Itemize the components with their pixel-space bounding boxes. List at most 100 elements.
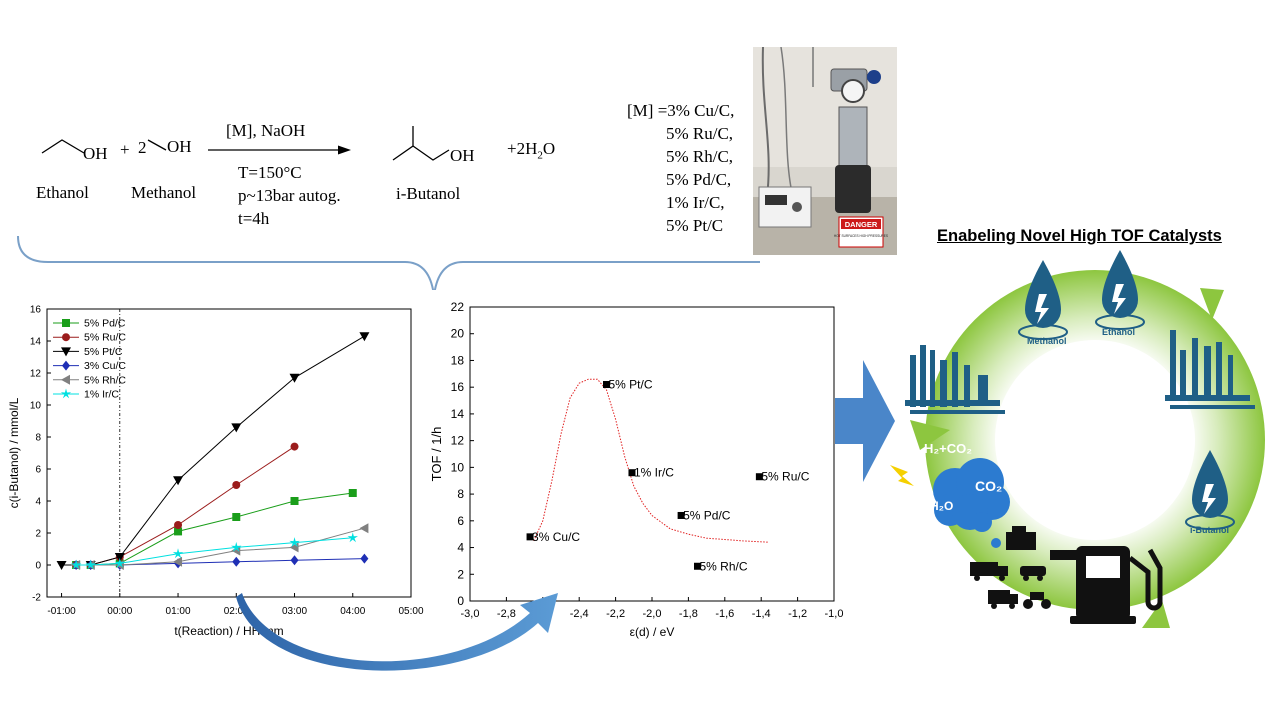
- cycle-diagram: Methanol Ethanol i-Butanol H₂+CO₂ CO₂ H₂…: [890, 250, 1265, 628]
- y-tick-label: 2: [35, 529, 41, 540]
- x-tick-label: -1,2: [788, 608, 807, 620]
- point-5% Ru/C: 5% Ru/C: [755, 470, 810, 484]
- methanol-coefficient: 2: [138, 138, 147, 157]
- ibutanol-caption: i-Butanol: [1190, 525, 1229, 535]
- data-point: [755, 473, 763, 481]
- point-5% Pt/C: 5% Pt/C: [603, 378, 653, 392]
- y-tick-label: 10: [30, 401, 42, 412]
- danger-sign: DANGER: [845, 220, 878, 229]
- data-point: [290, 555, 299, 566]
- water-subscript: 2: [537, 149, 543, 162]
- cycle-arrowhead-top: [1200, 288, 1224, 320]
- factory-icon-left: [905, 345, 1005, 414]
- pressure-gauge: [841, 79, 865, 103]
- data-label: 5% Ru/C: [761, 470, 809, 484]
- ibutanol-label: i-Butanol: [396, 184, 461, 203]
- ibutanol-skeleton: [392, 126, 414, 161]
- x-tick-label: -1,0: [825, 608, 844, 620]
- y-tick-label: 4: [35, 497, 41, 508]
- plot-frame: [46, 308, 412, 598]
- legend-marker: [62, 333, 70, 342]
- data-point: [290, 497, 299, 505]
- co2-label: CO₂: [975, 478, 1002, 494]
- cloud-dot-icon: [991, 538, 1001, 548]
- y-tick-label: 10: [451, 460, 465, 474]
- series-line: [76, 446, 295, 566]
- cloud-icon: [933, 458, 1010, 530]
- data-point: [360, 553, 369, 564]
- data-point: [347, 532, 358, 543]
- cycle-arrowhead-left: [910, 420, 950, 450]
- y-tick-label: 14: [30, 337, 42, 348]
- legend-marker: [61, 347, 71, 357]
- methanol-caption: Methanol: [1027, 336, 1067, 346]
- data-label: 3% Cu/C: [532, 530, 580, 544]
- catalyst-list-line-3: 5% Rh/C,: [666, 147, 734, 166]
- legend-label: 5% Ru/C: [84, 332, 126, 344]
- data-point: [348, 489, 357, 497]
- catalyst-list-line-2: 5% Ru/C,: [666, 124, 734, 143]
- h2-co2-label: H₂+CO₂: [924, 441, 972, 456]
- series-5% Rh/C: [71, 523, 369, 570]
- data-label: 5% Rh/C: [700, 559, 748, 573]
- tof-volcano-chart: 0246810121416182022-3,0-2,8-2,6-2,4-2,2-…: [429, 300, 844, 639]
- y-tick-label: 14: [451, 407, 465, 421]
- x-tick-label: -2,8: [497, 608, 516, 620]
- legend-marker: [61, 374, 70, 385]
- data-point: [114, 553, 125, 562]
- water-suffix: O: [542, 139, 556, 158]
- curved-arrow: [236, 593, 558, 671]
- y-tick-label: 6: [457, 514, 464, 528]
- data-point: [289, 537, 300, 547]
- catalyst-list-line-6: 5% Pt/C: [666, 216, 724, 235]
- y-tick-label: 20: [451, 327, 465, 341]
- reaction-structures: [17, 126, 760, 290]
- curly-brace: [17, 235, 760, 290]
- y-tick-label: 16: [451, 380, 465, 394]
- legend-label: 3% Cu/C: [84, 360, 126, 372]
- data-point: [290, 442, 299, 451]
- data-point: [231, 423, 242, 433]
- legend-label: 5% Pt/C: [84, 346, 123, 358]
- y-tick-label: 12: [451, 434, 465, 448]
- y-tick-label: -2: [32, 593, 41, 604]
- ibutanol-chain: [412, 145, 450, 161]
- y-tick-label: 2: [457, 567, 464, 581]
- drop-icon-methanol: [1018, 260, 1068, 340]
- y-tick-label: 16: [30, 305, 42, 316]
- x-tick-label: 03:00: [282, 606, 307, 617]
- legend-label: 5% Rh/C: [84, 374, 126, 386]
- x-tick-label: -2,0: [643, 608, 662, 620]
- data-point: [694, 562, 701, 570]
- y-tick-label: 6: [35, 465, 41, 476]
- data-point: [526, 533, 534, 541]
- data-point: [628, 469, 636, 477]
- x-tick-label: -01:00: [47, 606, 76, 617]
- data-point: [114, 557, 125, 568]
- factory-icon-right: [1165, 330, 1255, 409]
- data-point: [173, 476, 184, 486]
- legend-label: 1% Ir/C: [84, 389, 119, 401]
- condition-pressure: p~13bar autog.: [238, 186, 341, 205]
- data-point: [232, 513, 241, 521]
- y-axis-label: c(i-Butanol) / mmol/L: [7, 397, 21, 508]
- series-5% Ru/C: [72, 442, 299, 569]
- x-tick-label: -2,2: [606, 608, 625, 620]
- h2o-label: H₂O: [930, 499, 953, 513]
- arrow-head: [338, 145, 351, 155]
- condition-time: t=4h: [238, 209, 270, 228]
- data-label: 5% Pd/C: [683, 508, 731, 522]
- data-point: [231, 541, 242, 552]
- y-tick-label: 18: [451, 353, 465, 367]
- y-tick-label: 22: [451, 300, 465, 314]
- cycle-title: Enabeling Novel High TOF Catalysts: [937, 227, 1222, 245]
- x-axis-label: ε(d) / eV: [630, 625, 675, 639]
- methanol-label: Methanol: [131, 183, 197, 202]
- x-tick-label: -1,8: [679, 608, 698, 620]
- danger-sign-subtext: HOT SURFACES HIGH PRESSURES: [834, 234, 888, 238]
- data-point: [56, 561, 67, 570]
- small-cloud-icon: [972, 512, 992, 532]
- cycle-arrowhead-right: [1142, 600, 1170, 628]
- series-5% Pd/C: [72, 489, 357, 569]
- methanol-oh: OH: [167, 137, 192, 156]
